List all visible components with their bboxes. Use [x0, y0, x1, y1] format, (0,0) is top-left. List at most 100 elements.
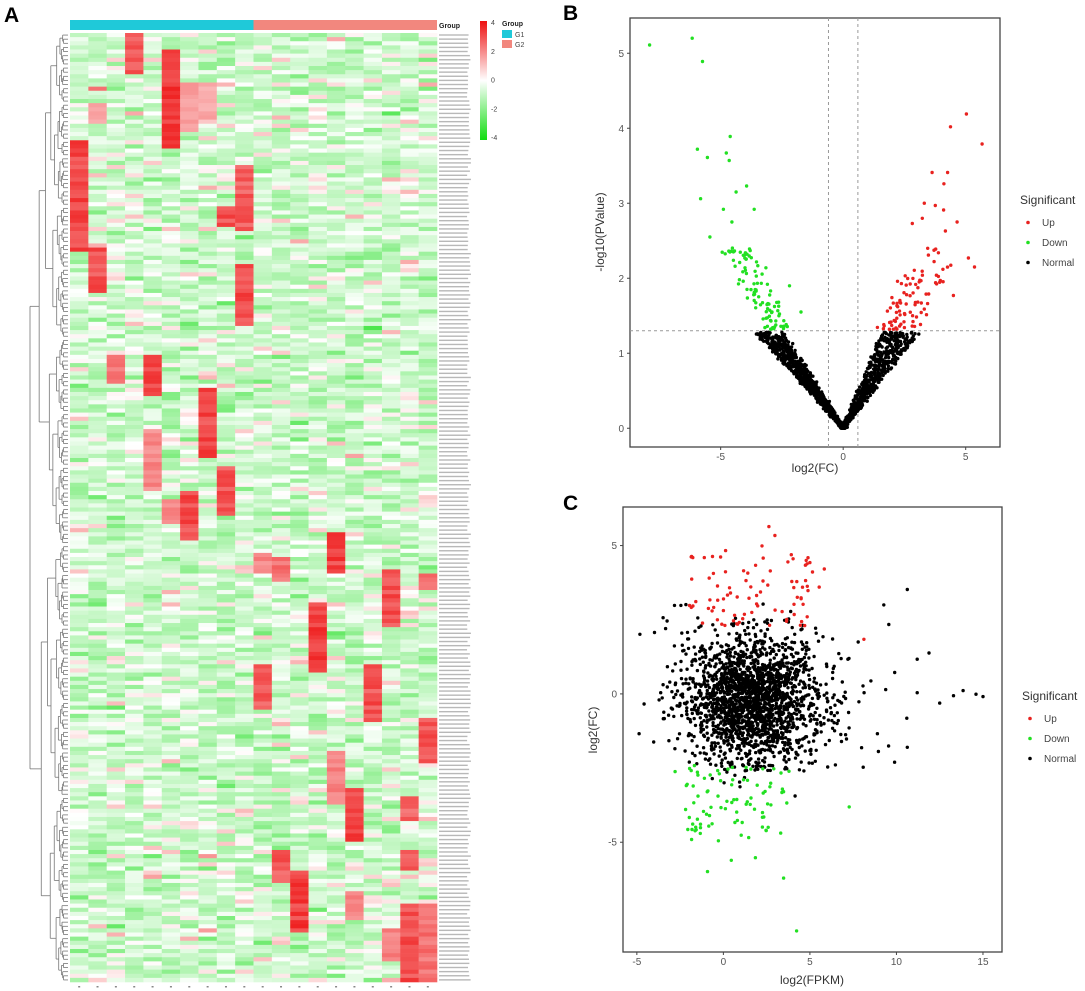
heatmap-cell	[235, 602, 254, 607]
heatmap-cell	[125, 416, 144, 422]
heatmap-cell	[400, 193, 419, 199]
heatmap-cell	[216, 45, 236, 50]
heatmap-cell	[70, 524, 89, 529]
heatmap-cell	[345, 536, 364, 541]
heatmap-cell	[308, 160, 328, 166]
heatmap-cell	[290, 156, 309, 162]
heatmap-cell	[125, 866, 144, 871]
heatmap-cell	[216, 713, 236, 719]
heatmap-cell	[216, 717, 236, 723]
heatmap-cell	[143, 684, 163, 690]
heatmap-cell	[216, 891, 236, 896]
heatmap-cell	[235, 144, 254, 149]
heatmap-cell	[235, 330, 254, 335]
heatmap-cell	[180, 713, 199, 719]
heatmap-cell	[326, 540, 346, 545]
heatmap-cell	[345, 684, 364, 690]
heatmap-cell	[400, 424, 419, 430]
heatmap-cell	[400, 457, 419, 463]
heatmap-cell	[198, 173, 218, 178]
heatmap-cell	[345, 346, 364, 352]
heatmap-cell	[106, 585, 126, 591]
heatmap-cell	[198, 532, 218, 537]
heatmap-cell	[88, 849, 107, 855]
heatmap-cell	[308, 631, 328, 636]
heatmap-cell	[363, 697, 383, 702]
heatmap-cell	[180, 882, 199, 888]
heatmap-cell	[400, 544, 419, 550]
heatmap-cell	[216, 722, 236, 727]
heatmap-cell	[235, 722, 254, 727]
heatmap-cell	[143, 90, 163, 96]
heatmap-cell	[70, 585, 89, 591]
heatmap-cell	[400, 259, 419, 265]
heatmap-cell	[198, 457, 218, 463]
heatmap-cell	[198, 437, 218, 442]
heatmap-cell	[308, 86, 328, 92]
heatmap-cell	[180, 854, 199, 859]
heatmap-cell	[290, 849, 309, 855]
heatmap-cell	[198, 156, 218, 162]
heatmap-cell	[143, 160, 163, 166]
heatmap-cell	[345, 371, 364, 376]
heatmap-cell	[271, 226, 291, 232]
heatmap-cell	[400, 532, 419, 537]
heatmap-cell	[308, 210, 328, 215]
heatmap-cell	[290, 86, 309, 92]
heatmap-cell	[400, 606, 419, 611]
heatmap-cell	[198, 660, 218, 665]
heatmap-cell	[326, 111, 346, 116]
heatmap-cell	[70, 618, 89, 624]
heatmap-cell	[180, 181, 199, 186]
heatmap-cell	[216, 437, 236, 442]
heatmap-cell	[180, 536, 199, 541]
heatmap-cell	[271, 264, 291, 269]
heatmap-cell	[418, 788, 438, 793]
heatmap-cell	[418, 569, 438, 574]
heatmap-cell	[290, 862, 309, 867]
heatmap-cell	[88, 656, 107, 661]
heatmap-cell	[180, 396, 199, 401]
heatmap-cell	[235, 276, 254, 281]
heatmap-cell	[180, 746, 199, 752]
heatmap-cell	[381, 272, 401, 277]
heatmap-cell	[180, 656, 199, 661]
heatmap-cell	[253, 783, 273, 789]
heatmap-cell	[381, 882, 401, 888]
heatmap-cell	[253, 379, 273, 385]
heatmap-cell	[290, 750, 309, 756]
heatmap-cell	[161, 334, 181, 339]
heatmap-cell	[271, 404, 291, 409]
heatmap-cell	[125, 573, 144, 578]
heatmap-cell	[271, 734, 291, 739]
heatmap-cell	[143, 462, 163, 467]
heatmap-cell	[88, 375, 107, 380]
heatmap-cell	[326, 610, 346, 616]
heatmap-cell	[216, 119, 236, 125]
heatmap-cell	[70, 247, 89, 252]
heatmap-cell	[271, 391, 291, 397]
heatmap-cell	[70, 433, 89, 438]
heatmap-cell	[235, 66, 254, 71]
heatmap-cell	[216, 272, 236, 277]
heatmap-cell	[308, 367, 328, 372]
heatmap-cell	[88, 783, 107, 789]
heatmap-cell	[400, 750, 419, 756]
heatmap-cell	[418, 598, 438, 603]
heatmap-cell	[161, 870, 181, 876]
heatmap-cell	[326, 132, 346, 137]
heatmap-cell	[290, 416, 309, 422]
heatmap-cell	[326, 189, 346, 195]
heatmap-cell	[106, 45, 126, 50]
heatmap-cell	[216, 37, 236, 42]
heatmap-cell	[235, 264, 254, 269]
heatmap-cell	[363, 264, 383, 269]
heatmap-cell	[216, 74, 236, 79]
heatmap-cell	[216, 70, 236, 75]
heatmap-cell	[253, 759, 273, 764]
heatmap-cell	[216, 557, 236, 562]
heatmap-cell	[253, 453, 273, 459]
heatmap-cell	[125, 742, 144, 748]
heatmap-cell	[180, 255, 199, 261]
heatmap-cell	[363, 86, 383, 92]
